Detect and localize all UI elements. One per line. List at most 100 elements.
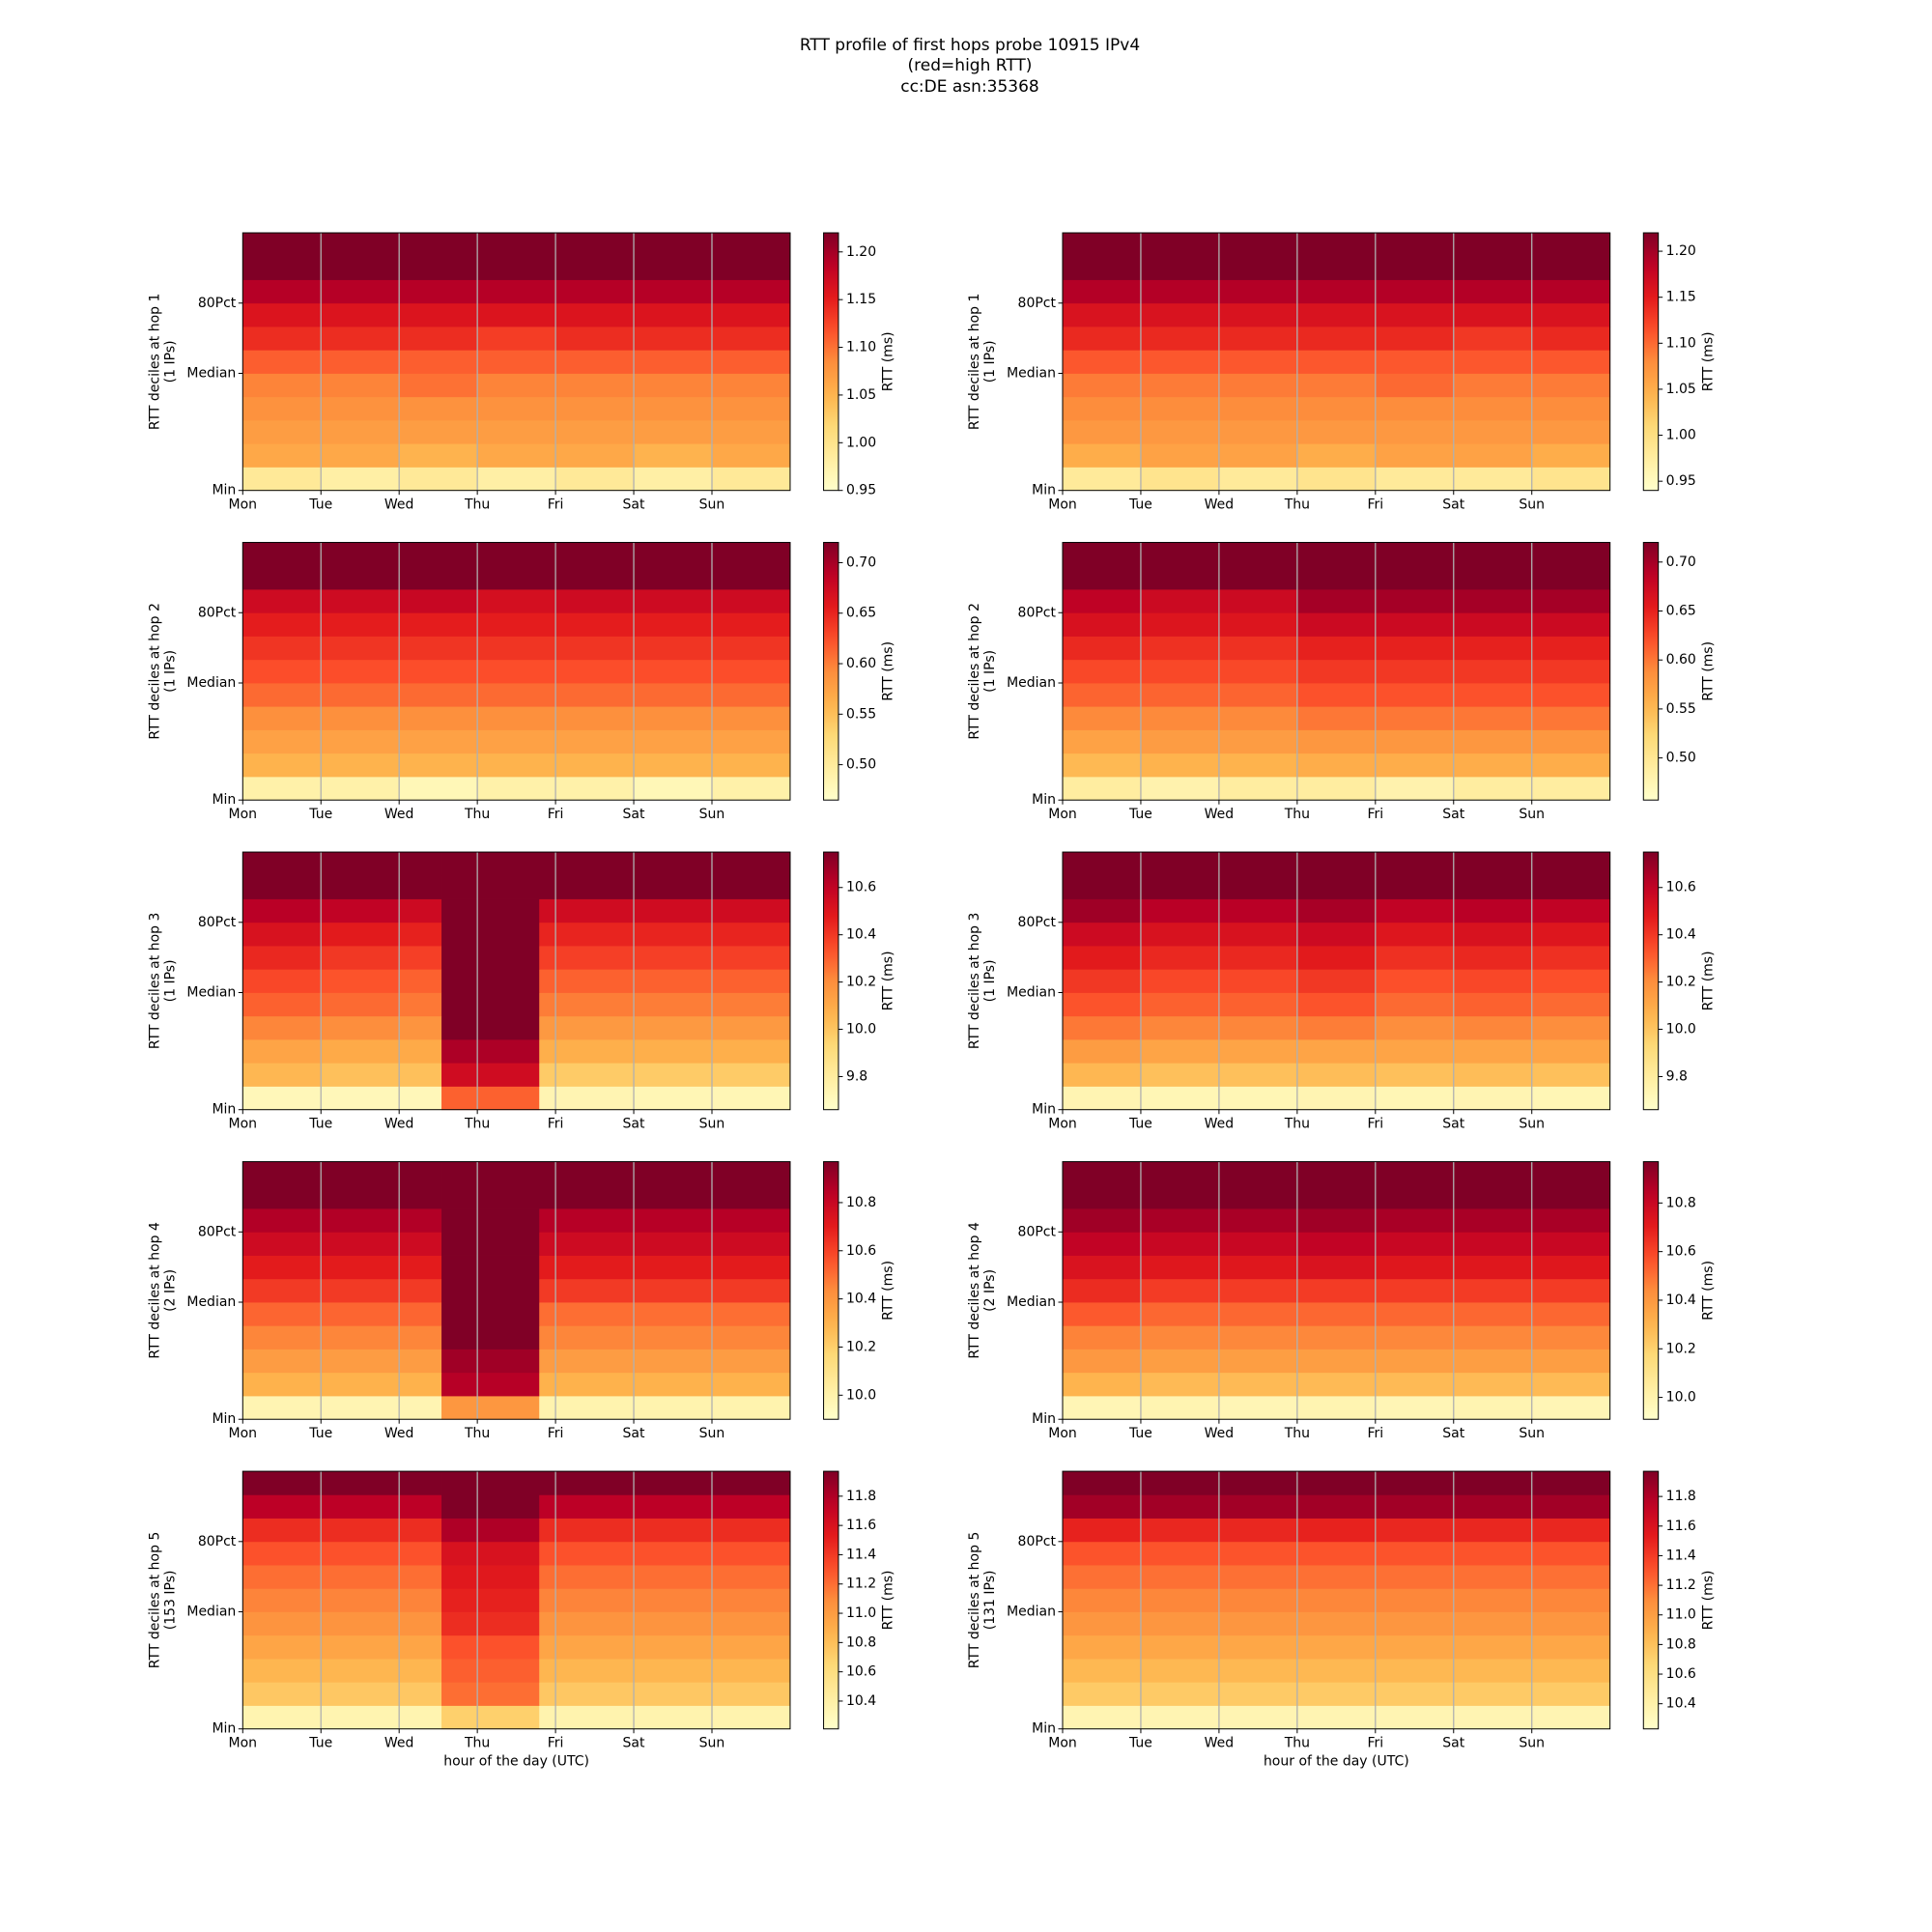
heatmap-cell	[555, 443, 635, 468]
heatmap-cell	[1453, 373, 1533, 398]
y-tick-label: 80Pct	[198, 1224, 237, 1239]
heatmap-cell	[1531, 542, 1611, 567]
heatmap-cell	[1063, 1232, 1142, 1256]
heatmap-cell	[539, 852, 635, 876]
heatmap-cell	[242, 1471, 322, 1495]
heatmap-cell	[1296, 1015, 1377, 1040]
heatmap-cell	[1453, 1161, 1533, 1186]
heatmap-cell	[1531, 350, 1611, 374]
x-tick-label: Fri	[548, 1736, 564, 1751]
heatmap-cell	[539, 1494, 635, 1519]
heatmap-cell	[242, 1588, 322, 1612]
x-tick-label: Tue	[308, 807, 332, 822]
heatmap-cell	[1453, 1278, 1533, 1303]
heatmap-cell	[321, 659, 400, 684]
x-axis-label: hour of the day (UTC)	[1264, 1754, 1409, 1770]
heatmap-cell	[711, 1565, 791, 1589]
x-tick-label: Sun	[1519, 497, 1545, 513]
heatmap-cell	[711, 636, 791, 661]
heatmap-cell	[1531, 1349, 1611, 1374]
heatmap-cell	[1218, 1038, 1298, 1064]
heatmap-cell	[1453, 969, 1533, 993]
heatmap-cell	[555, 256, 635, 280]
heatmap-cell	[539, 946, 635, 970]
heatmap-cell	[1063, 1015, 1142, 1040]
colorbar-tick-label: 10.6	[846, 1243, 876, 1259]
heatmap-cell	[1453, 1518, 1533, 1543]
heatmap-cell	[1375, 659, 1455, 684]
heatmap-cell	[1531, 1208, 1611, 1233]
heatmap-cell	[242, 875, 322, 899]
heatmap-cell	[634, 302, 713, 327]
heatmap-cell	[711, 706, 791, 730]
heatmap-cell	[1140, 1278, 1220, 1303]
heatmap-cell	[539, 1541, 635, 1566]
heatmap-cell	[399, 706, 478, 730]
heatmap-cell	[555, 467, 635, 492]
heatmap-cell	[1218, 1208, 1298, 1233]
heatmap-cell	[539, 1208, 635, 1233]
heatmap-cell	[1140, 1015, 1220, 1040]
y-tick-label: 80Pct	[1018, 915, 1057, 930]
heatmap-cell	[1218, 1015, 1298, 1040]
heatmap-cell	[711, 350, 791, 374]
heatmap-cell	[242, 1208, 322, 1233]
heatmap-cell	[242, 753, 322, 778]
heatmap-cell	[321, 1349, 400, 1374]
colorbar-tick-label: 0.95	[846, 483, 876, 498]
x-tick-label: Sun	[699, 1426, 725, 1441]
heatmap-cell	[441, 1349, 540, 1374]
heatmap-cell	[1140, 1705, 1220, 1730]
y-axis-label: RTT deciles at hop 5	[147, 1532, 162, 1669]
colorbar-tick-label: 11.8	[846, 1489, 876, 1504]
x-tick-label: Sun	[699, 1736, 725, 1751]
heatmap-cell	[555, 636, 635, 661]
heatmap-cell	[634, 326, 713, 351]
heatmap-cell	[399, 1015, 442, 1040]
heatmap-cell	[539, 1565, 635, 1589]
heatmap-cell	[1140, 1184, 1220, 1209]
heatmap-cell	[555, 279, 635, 304]
heatmap-cell	[539, 1588, 635, 1612]
heatmap-cell	[1063, 443, 1142, 468]
heatmap-cell	[242, 659, 322, 684]
heatmap-cell	[399, 1395, 442, 1420]
heatmap-cell	[1140, 302, 1220, 327]
heatmap-cell	[634, 279, 713, 304]
heatmap-cell	[1218, 1634, 1298, 1660]
heatmap-cell	[477, 612, 556, 637]
colorbar-tick-label: 10.2	[1666, 1341, 1696, 1356]
heatmap-cell	[555, 302, 635, 327]
heatmap-cell	[634, 419, 713, 444]
heatmap-cell	[399, 1611, 442, 1636]
heatmap-cell	[321, 302, 400, 327]
x-tick-label: Thu	[464, 807, 490, 822]
heatmap-cell	[1531, 1634, 1611, 1660]
heatmap-cell	[1531, 1518, 1611, 1543]
heatmap-cell	[1531, 1255, 1611, 1280]
heatmap-cell	[1296, 1518, 1377, 1543]
heatmap-cell	[1296, 1302, 1377, 1326]
heatmap-cell	[1375, 467, 1455, 492]
x-tick-label: Sat	[623, 1117, 645, 1132]
heatmap-cell	[1453, 233, 1533, 257]
heatmap-cell	[1453, 1232, 1533, 1256]
heatmap-cell	[1296, 682, 1377, 707]
colorbar-tick-label: 10.6	[1666, 1666, 1696, 1682]
y-tick-label: Min	[1032, 1411, 1056, 1427]
y-axis-label: RTT deciles at hop 1	[967, 294, 982, 431]
heatmap-cell	[555, 776, 635, 801]
heatmap-cell	[321, 852, 400, 876]
heatmap-cell	[441, 946, 540, 970]
colorbar-tick-label: 10.2	[1666, 975, 1696, 990]
heatmap-cell	[1218, 852, 1298, 876]
heatmap-cell	[1453, 1682, 1533, 1706]
heatmap-cell	[1218, 1682, 1298, 1706]
heatmap-cell	[399, 922, 442, 947]
heatmap-cell	[321, 729, 400, 754]
heatmap-cell	[1218, 1063, 1298, 1087]
colorbar-tick-label: 0.55	[846, 706, 876, 722]
heatmap-cell	[399, 659, 478, 684]
colorbar-tick-label: 0.50	[846, 757, 876, 773]
heatmap-cell	[1531, 1063, 1611, 1087]
